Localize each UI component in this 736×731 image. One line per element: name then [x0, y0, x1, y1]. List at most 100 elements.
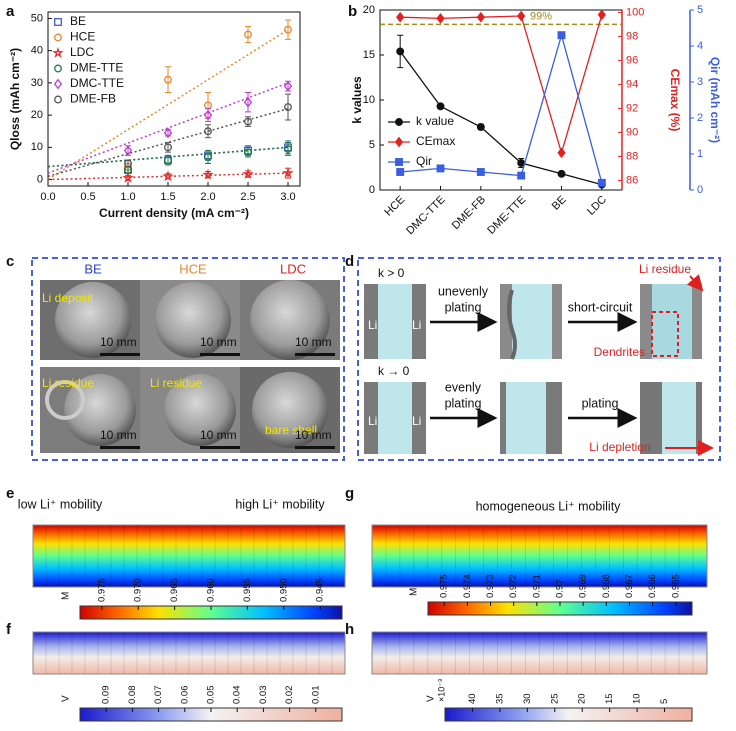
- colorbar-tick-label: 0.955: [242, 578, 253, 602]
- charts: a0.0 0.5 1.0 1.5 2.0 2.5 3.001020304050Current…: [6, 3, 722, 722]
- error-bar: [285, 93, 291, 121]
- plot-frame: [47, 11, 301, 187]
- label: LDC: [70, 45, 94, 59]
- marker: [54, 18, 62, 26]
- colorbar-tick-label: 0.04: [232, 686, 243, 705]
- label: 10: [31, 141, 43, 153]
- colorbar-tick-label: 0.968: [601, 574, 612, 598]
- label: 15: [363, 49, 375, 61]
- series-line: [400, 32, 603, 183]
- label: 96: [626, 54, 638, 66]
- label: high Li⁺ mobility: [235, 497, 325, 511]
- marker: [54, 33, 62, 42]
- label: 94: [626, 78, 638, 90]
- colorbar-scale: ×10⁻³: [436, 679, 446, 702]
- annotation: Li residue: [42, 376, 94, 390]
- label: LDC: [585, 194, 609, 218]
- colorbar-tick-label: 20: [577, 693, 588, 704]
- colorbar-unit: M: [61, 592, 72, 600]
- colorbar-tick-label: 0.97: [555, 580, 566, 599]
- marker: [517, 171, 526, 180]
- label: Qir: [416, 154, 432, 168]
- label: 3: [697, 76, 703, 88]
- marker: [124, 159, 132, 168]
- colorbar-tick-label: 0.974: [462, 574, 473, 598]
- label: e: [6, 485, 14, 502]
- label: g: [345, 485, 354, 502]
- label: 1.5: [160, 191, 175, 203]
- label: 40: [31, 45, 43, 57]
- colorbar-unit: V: [61, 695, 72, 702]
- marker: [164, 75, 172, 84]
- error-bar: [285, 19, 291, 40]
- label: 0.0: [40, 191, 55, 203]
- error-bar: [165, 129, 171, 137]
- step-label: plating: [445, 300, 482, 314]
- scale-bar-label: 10 mm: [100, 428, 137, 442]
- label: h: [345, 621, 354, 638]
- scale-bar-label: 10 mm: [200, 428, 237, 442]
- colorbar-tick-label: 10: [632, 693, 643, 704]
- colorbar-tick-label: 30: [522, 693, 533, 704]
- colorbar-tick-label: 0.972: [508, 574, 519, 598]
- colorbar-tick-label: 0.07: [153, 686, 164, 705]
- panel-d: d k > 0 k → 0 Li Li Li Li unevenly plati…: [345, 253, 721, 461]
- colorbar-tick-label: 0.06: [179, 686, 190, 705]
- label: k value: [416, 114, 454, 128]
- label: 20: [31, 109, 43, 121]
- frame: [357, 257, 721, 461]
- marker: [163, 127, 173, 139]
- label: 0.5: [80, 191, 95, 203]
- annotation: bare shell: [265, 423, 317, 437]
- panel-label: d: [345, 253, 354, 270]
- error-bar: [245, 92, 251, 113]
- label: 5: [697, 4, 703, 16]
- marker: [476, 123, 485, 131]
- label: 2.5: [240, 191, 255, 203]
- label: 3.0: [280, 191, 295, 203]
- marker: [436, 13, 445, 24]
- electrode-label: Li: [368, 318, 377, 332]
- note: Dendrites: [594, 345, 645, 359]
- marker: [284, 25, 292, 34]
- colorbar-tick-label: 35: [494, 693, 505, 704]
- label: 0: [37, 173, 43, 185]
- scale-bar-label: 10 mm: [295, 428, 332, 442]
- label: Qir (mAh cm⁻²): [708, 57, 722, 143]
- error-bar: [205, 124, 211, 139]
- label: 10: [363, 94, 375, 106]
- condition: k > 0: [378, 266, 405, 280]
- marker: [164, 156, 172, 165]
- panel-label: c: [6, 253, 14, 270]
- label: 4: [697, 40, 703, 52]
- marker: [396, 168, 405, 176]
- marker: [244, 117, 252, 126]
- colorbar-tick-label: 0.05: [206, 686, 217, 705]
- label: CEmax (%): [668, 69, 682, 132]
- marker: [284, 103, 292, 112]
- column-label: LDC: [280, 261, 306, 276]
- label: 30: [31, 77, 43, 89]
- label: 90: [626, 126, 638, 138]
- label: 98: [626, 30, 638, 42]
- label: 2.0: [200, 191, 215, 203]
- colorbar-tick-label: 0.01: [310, 686, 321, 705]
- label: DME-FB: [70, 92, 116, 106]
- step-label: evenly: [445, 380, 482, 394]
- label: 100: [626, 6, 644, 18]
- label: 99%: [530, 10, 552, 22]
- label: homogeneous Li⁺ mobility: [476, 499, 622, 513]
- annotation: Li residue: [150, 376, 202, 390]
- error-bar: [165, 66, 171, 94]
- marker: [557, 31, 566, 40]
- step-label: short-circuit: [568, 300, 633, 314]
- label: b: [348, 3, 357, 20]
- panel-c: c BE HCE LDC Li deposit Li residue Li re…: [6, 253, 345, 461]
- colorbar-tick-label: 0.969: [578, 574, 589, 598]
- marker: [242, 167, 254, 180]
- note: Li residue: [639, 262, 691, 276]
- field: [32, 524, 346, 588]
- label: 20: [363, 4, 375, 16]
- colorbar-tick-label: 0.950: [278, 578, 289, 602]
